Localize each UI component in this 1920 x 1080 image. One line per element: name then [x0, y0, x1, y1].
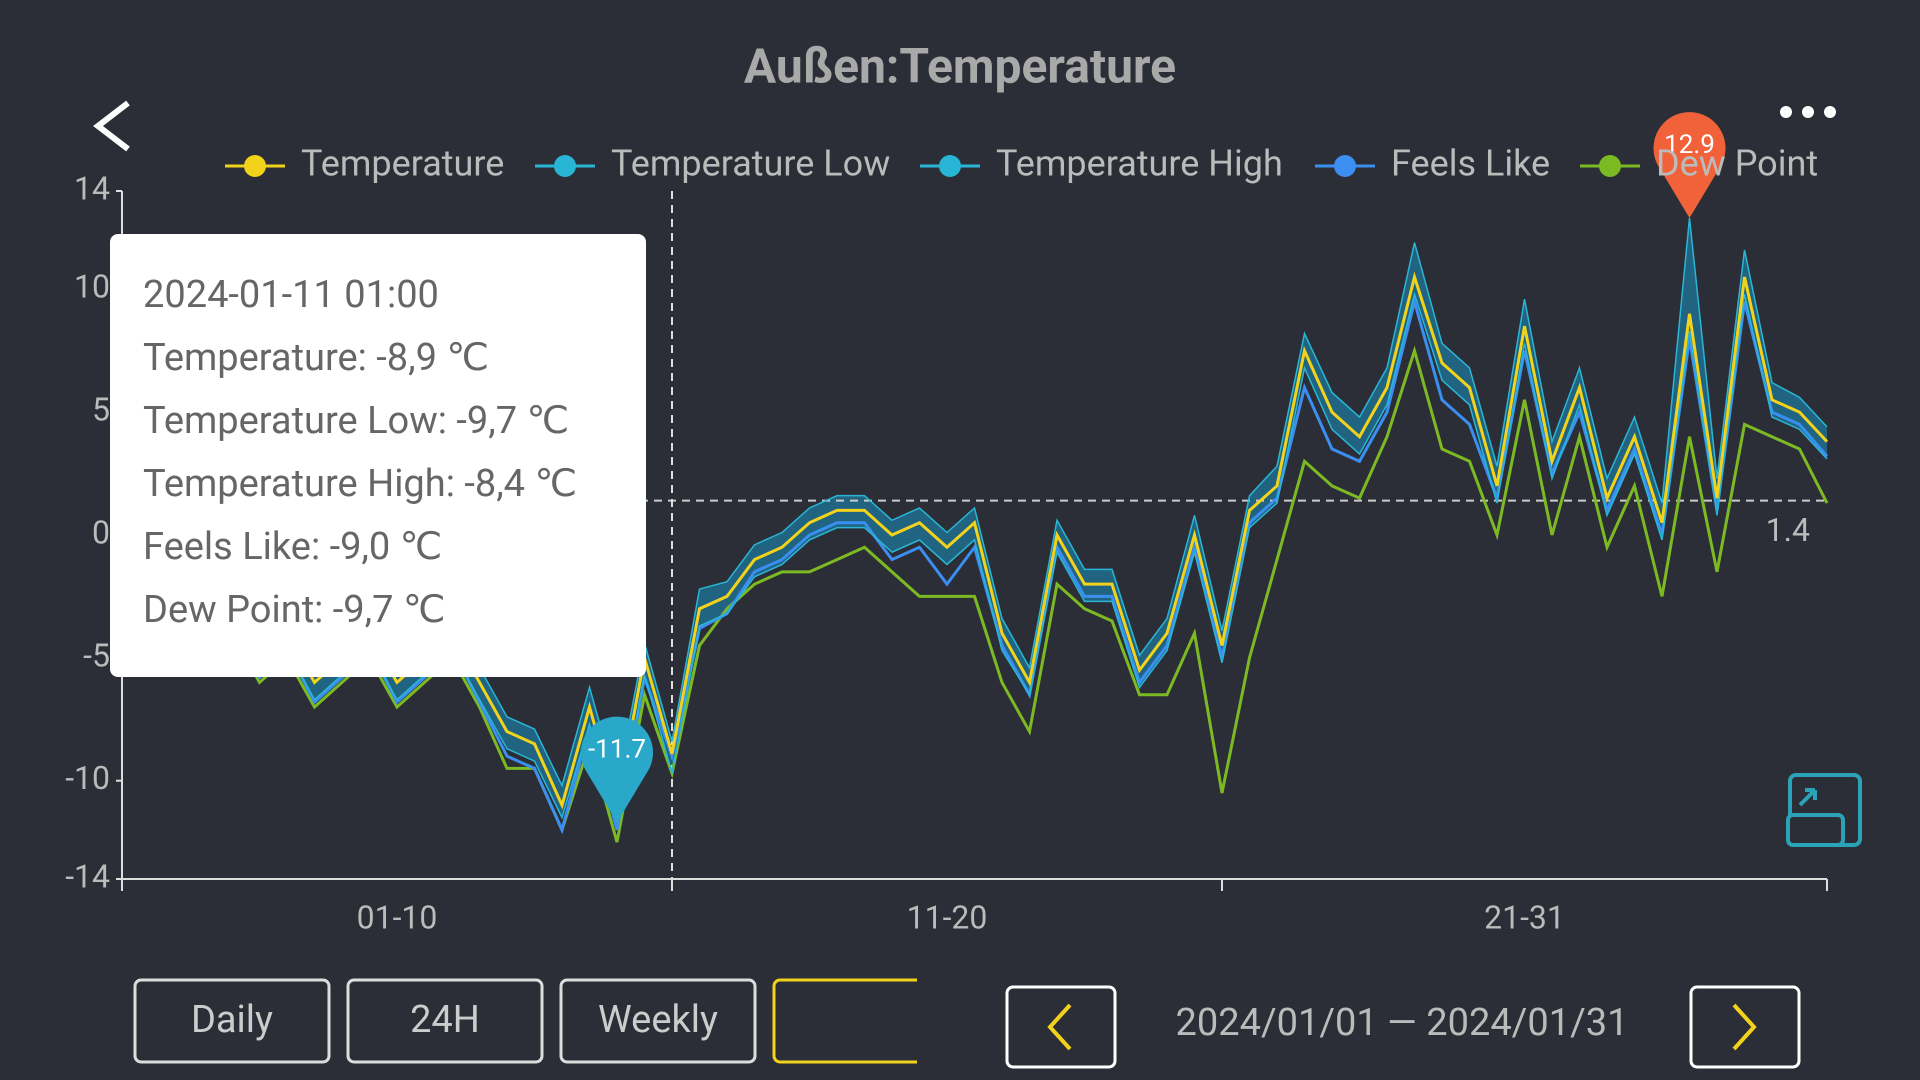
y-tick-label: 10	[74, 268, 110, 306]
tooltip-line: Dew Point: -9,7 ℃	[143, 588, 446, 632]
tooltip-line: Temperature High: -8,4 ℃	[143, 462, 577, 506]
y-tick-label: 14	[74, 169, 110, 207]
more-button[interactable]	[1780, 106, 1836, 118]
legend-label: Temperature High	[996, 143, 1283, 185]
tooltip-date: 2024-01-11 01:00	[143, 273, 439, 317]
y-tick-label: -5	[83, 636, 110, 674]
period-button-label: 24H	[410, 998, 480, 1042]
pin	[1653, 112, 1726, 219]
legend-swatch	[244, 155, 266, 177]
pin-label: 12.9	[1664, 130, 1715, 160]
legend-swatch	[939, 155, 961, 177]
legend-label: Temperature Low	[611, 143, 890, 185]
legend-label: Feels Like	[1391, 143, 1550, 185]
series-line	[121, 291, 1828, 823]
legend-swatch	[1599, 155, 1621, 177]
period-button[interactable]	[772, 978, 968, 1064]
period-button[interactable]	[559, 978, 757, 1064]
legend-swatch	[554, 155, 576, 177]
x-group-label: 21-31	[1484, 898, 1565, 936]
tooltip-line: Temperature Low: -9,7 ℃	[143, 399, 569, 443]
date-range: 2024/01/01 — 2024/01/31	[1176, 1001, 1629, 1045]
legend-label: Temperature	[301, 143, 504, 185]
period-button-label: Weekly	[598, 998, 718, 1042]
y-tick-label: -10	[65, 759, 110, 797]
period-button[interactable]	[346, 978, 544, 1064]
period-button-label: Monthly	[930, 998, 1066, 1042]
back-button[interactable]	[93, 100, 130, 152]
average-label: 1.4	[1766, 511, 1810, 549]
pin-label: -11.7	[588, 734, 646, 764]
tooltip-line: Feels Like: -9,0 ℃	[143, 525, 442, 569]
period-buttons: Daily 24H Weekly Monthly	[133, 978, 1066, 1064]
legend-label: Dew Point	[1656, 143, 1818, 185]
nav-button[interactable]	[1689, 985, 1801, 1069]
period-button-label: Daily	[191, 998, 273, 1042]
tooltip	[110, 234, 646, 677]
nav-arrow	[1732, 1003, 1757, 1051]
nav-button[interactable]	[1005, 985, 1117, 1069]
pin	[581, 716, 654, 823]
chart-title: Außen:Temperature	[744, 38, 1176, 95]
legend-swatch	[1334, 155, 1356, 177]
y-tick-label: 5	[92, 391, 110, 429]
nav-arrow	[1047, 1003, 1072, 1051]
x-group-label: 01-10	[357, 898, 438, 936]
rotate-icon[interactable]	[1786, 773, 1862, 847]
y-tick-label: -14	[65, 857, 110, 895]
period-button[interactable]	[133, 978, 331, 1064]
tooltip-line: Temperature: -8,9 ℃	[143, 336, 489, 380]
x-group-label: 11-20	[907, 898, 988, 936]
y-tick-label: 0	[92, 513, 110, 551]
series-line	[121, 345, 1829, 843]
range-band	[122, 218, 1827, 823]
